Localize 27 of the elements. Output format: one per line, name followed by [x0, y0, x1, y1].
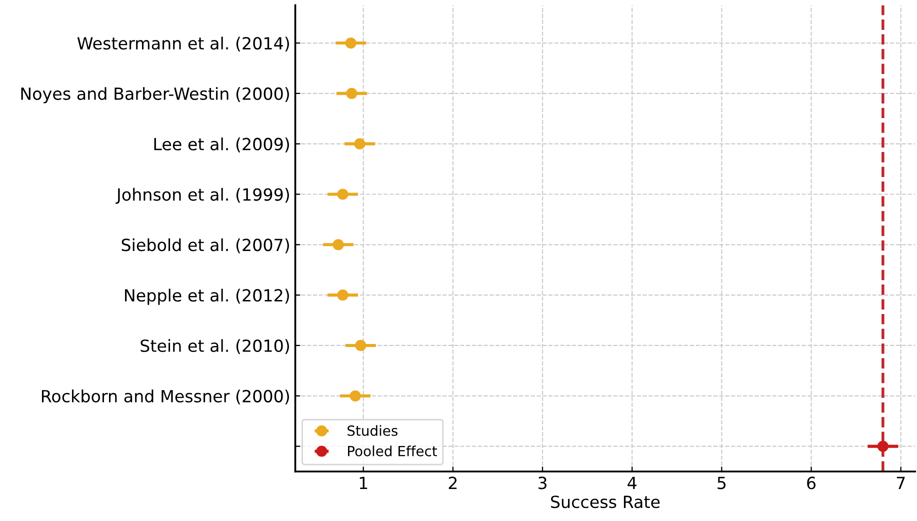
point [354, 138, 366, 150]
point [332, 239, 344, 250]
y-tick-label: Siebold et al. (2007) [122, 238, 289, 254]
y-tick-label: Rockborn and Messner (2000) [42, 390, 289, 404]
legend-label: Studies [348, 425, 398, 436]
y-tick-label: Westermann et al. (2014) [77, 36, 289, 52]
x-tick-label: 6 [807, 476, 816, 490]
point [337, 188, 348, 200]
x-tick-label: 1 [360, 476, 368, 490]
x-axis-title: Success Rate [551, 496, 660, 508]
x-tick-label: 5 [718, 476, 726, 490]
legend-label: Pooled Effect [348, 446, 438, 456]
point [350, 390, 361, 402]
x-tick-label: 7 [896, 476, 905, 490]
y-tick-label: Nepple et al. (2012) [125, 288, 289, 305]
point [346, 88, 358, 99]
y-tick-label: Lee et al. (2009) [154, 138, 289, 152]
y-tick-label: Johnson et al. (1999) [116, 188, 289, 204]
y-tick-label: Noyes and Barber-Westin (2000) [21, 87, 289, 104]
y-tick-label: Stein et al. (2010) [140, 339, 289, 354]
point [877, 440, 888, 452]
point [355, 340, 366, 352]
point [337, 290, 348, 301]
point [345, 37, 356, 49]
x-tick-label: 3 [538, 476, 546, 490]
x-tick-label: 2 [448, 476, 457, 490]
x-tick-label: 4 [628, 476, 636, 490]
